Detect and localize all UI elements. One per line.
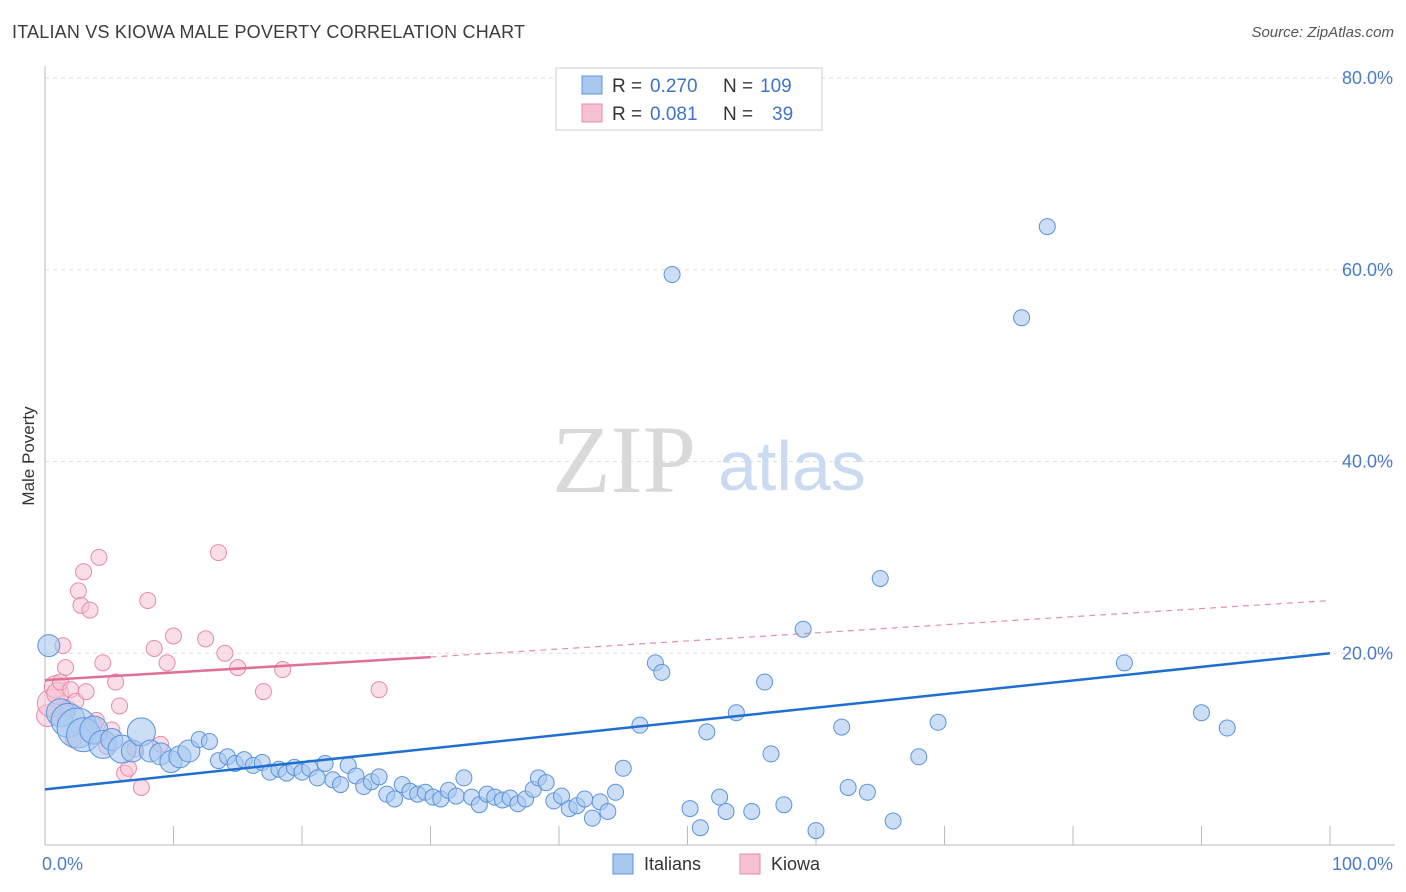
grid-lines (45, 77, 1395, 654)
italians-point-40 (386, 790, 404, 808)
italians-point-87 (839, 778, 857, 796)
legend-r-label-kiowa: R = (612, 104, 642, 125)
italians-trend-line (44, 652, 1331, 791)
y-axis-title: Male Poverty (19, 406, 38, 506)
italians-point-38 (370, 768, 388, 786)
kiowa-point-35 (216, 644, 234, 662)
italians-point-89 (871, 569, 889, 587)
watermark-atlas: atlas (718, 427, 866, 505)
italians-point-85 (807, 822, 825, 840)
kiowa-point-14 (77, 683, 95, 701)
italians-point-98 (1218, 719, 1236, 737)
italians-point-94 (1038, 218, 1056, 236)
kiowa-point-6 (57, 659, 75, 677)
kiowa-point-37 (254, 683, 272, 701)
italians-point-68 (599, 802, 617, 820)
italians-point-62 (553, 787, 571, 805)
kiowa-point-22 (107, 673, 125, 691)
italians-point-86 (833, 718, 851, 736)
kiowa-point-38 (274, 661, 292, 679)
italians-point-75 (691, 819, 709, 837)
legend-n-label-kiowa: N = (723, 104, 753, 125)
legend: R = 0.270 N = 109 R = 0.081 N = 39 (555, 67, 823, 131)
legend-r-value-italians: 0.270 (650, 76, 698, 97)
italians-point-88 (858, 783, 876, 801)
italians-point-97 (1193, 704, 1210, 722)
italians-points (37, 218, 1236, 840)
kiowa-point-32 (165, 627, 182, 645)
kiowa-point-27 (132, 778, 150, 796)
italians-point-33 (332, 776, 350, 794)
italians-point-83 (775, 796, 793, 814)
trend-lines (44, 599, 1331, 791)
bottom-legend-label-italians: Italians (644, 854, 701, 874)
italians-point-60 (537, 774, 555, 792)
italians-point-91 (910, 748, 928, 766)
italians-point-48 (447, 787, 465, 805)
tick-labels: 20.0% 40.0% 60.0% 80.0% 0.0% 100.0% (42, 68, 1393, 874)
italians-point-65 (576, 790, 594, 808)
x-tick-label-min: 0.0% (42, 854, 83, 874)
italians-point-73 (653, 663, 671, 681)
bottom-legend: Italians Kiowa (612, 853, 821, 875)
italians-point-92 (929, 713, 947, 731)
italians-point-0 (37, 634, 61, 658)
italians-point-69 (607, 783, 625, 801)
italians-point-90 (884, 812, 902, 830)
kiowa-point-23 (111, 697, 129, 715)
legend-swatch-kiowa (581, 103, 603, 123)
kiowa-point-28 (139, 592, 157, 610)
italians-point-17 (200, 732, 218, 750)
y-tick-label-20: 20.0% (1342, 643, 1393, 663)
legend-r-value-kiowa: 0.081 (650, 104, 698, 125)
y-tick-label-80: 80.0% (1342, 68, 1393, 88)
italians-point-80 (743, 802, 761, 820)
kiowa-point-19 (94, 654, 112, 672)
watermark: ZIP atlas (552, 406, 866, 513)
chart-title: ITALIAN VS KIOWA MALE POVERTY CORRELATIO… (12, 22, 526, 42)
kiowa-point-29 (145, 639, 163, 657)
kiowa-point-34 (209, 544, 227, 562)
italians-point-81 (756, 673, 774, 691)
legend-r-label-italians: R = (612, 76, 642, 97)
italians-point-76 (698, 723, 716, 741)
italians-point-78 (717, 802, 735, 820)
kiowa-point-11 (69, 582, 87, 600)
italians-point-82 (762, 745, 780, 763)
kiowa-point-31 (158, 654, 176, 672)
kiowa-point-33 (197, 630, 215, 648)
italians-point-96 (1115, 654, 1133, 672)
kiowa-point-13 (75, 563, 93, 581)
bottom-legend-label-kiowa: Kiowa (771, 854, 821, 874)
italians-point-30 (308, 769, 326, 787)
legend-n-value-italians: 109 (760, 76, 792, 97)
legend-n-label-italians: N = (723, 76, 753, 97)
legend-swatch-italians (581, 75, 603, 95)
italians-point-95 (663, 266, 681, 284)
kiowa-trend-line (44, 655, 431, 682)
bottom-legend-swatch-kiowa (739, 853, 761, 875)
italians-point-84 (794, 620, 812, 638)
italians-point-74 (681, 800, 699, 818)
kiowa-point-18 (90, 548, 108, 566)
kiowa-trend-extension (430, 599, 1331, 658)
bottom-legend-swatch-italians (612, 853, 634, 875)
italians-point-79 (727, 704, 745, 722)
legend-n-value-kiowa: 39 (772, 104, 793, 125)
italians-point-93 (1013, 309, 1031, 327)
chart-source: Source: ZipAtlas.com (1251, 24, 1394, 41)
y-tick-label-40: 40.0% (1342, 452, 1393, 472)
x-tick-label-max: 100.0% (1332, 854, 1393, 874)
italians-point-70 (614, 759, 632, 777)
kiowa-point-39 (370, 681, 388, 699)
italians-point-66 (583, 809, 601, 827)
axes (44, 66, 1395, 846)
y-tick-label-60: 60.0% (1342, 260, 1393, 280)
kiowa-point-15 (81, 601, 99, 619)
italians-point-77 (711, 788, 729, 806)
watermark-zip: ZIP (552, 406, 696, 513)
italians-point-49 (455, 769, 473, 787)
